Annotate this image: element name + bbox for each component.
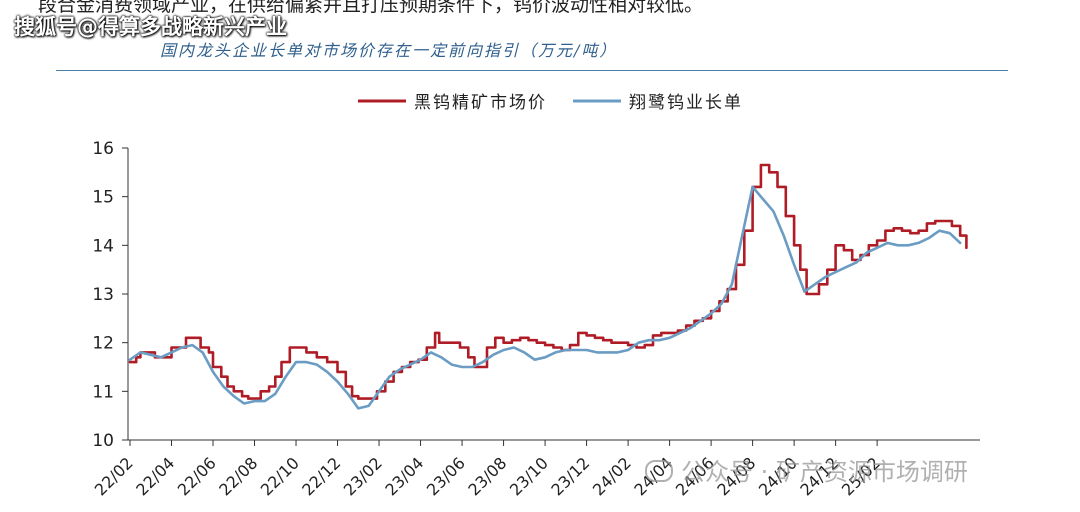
chart-subtitle: 国内龙头企业长单对市场价存在一定前向指引（万元/吨） bbox=[160, 41, 618, 60]
y-tick-label: 13 bbox=[92, 285, 114, 305]
legend-label-black-tungsten-price: 黑钨精矿市场价 bbox=[414, 93, 547, 113]
x-tick-label: 23/06 bbox=[423, 453, 469, 499]
x-tick-label: 23/10 bbox=[506, 453, 552, 499]
wechat-icon bbox=[645, 460, 673, 482]
y-tick-label: 16 bbox=[92, 139, 114, 159]
x-tick-label: 23/12 bbox=[547, 453, 593, 499]
x-tick-label: 22/04 bbox=[132, 453, 178, 499]
y-tick-label: 10 bbox=[92, 431, 114, 451]
x-tick-label: 22/02 bbox=[91, 453, 137, 499]
x-tick-label: 23/08 bbox=[464, 453, 510, 499]
x-tick-label: 22/10 bbox=[257, 453, 303, 499]
watermark-top: 搜狐号@得算多战略新兴产业 bbox=[14, 15, 287, 39]
y-tick-label: 11 bbox=[92, 382, 114, 402]
x-tick-label: 23/04 bbox=[381, 453, 427, 499]
watermark-bottom: 公众号 · 矿产资源市场调研 bbox=[645, 452, 968, 487]
x-tick-label: 22/12 bbox=[298, 453, 344, 499]
watermark-bottom-label: 公众号 · 矿产资源市场调研 bbox=[681, 458, 968, 486]
body-text-top: 段合金消费领域产业，在供给偏紧并且打压预期条件下，钨价波动性相对较低。 bbox=[38, 0, 704, 16]
series-line-black-tungsten-price bbox=[128, 163, 968, 400]
y-tick-label: 12 bbox=[92, 334, 114, 354]
x-tick-label: 23/02 bbox=[340, 453, 386, 499]
legend-label-xianglu-contract: 翔鹭钨业长单 bbox=[629, 93, 743, 113]
y-tick-label: 14 bbox=[92, 236, 114, 256]
series-line-xianglu-contract bbox=[128, 185, 962, 410]
x-tick-label: 24/02 bbox=[589, 453, 635, 499]
x-tick-label: 22/08 bbox=[215, 453, 261, 499]
subtitle-rule bbox=[56, 70, 1008, 71]
x-tick-label: 22/06 bbox=[174, 453, 220, 499]
y-tick-label: 15 bbox=[92, 188, 114, 208]
